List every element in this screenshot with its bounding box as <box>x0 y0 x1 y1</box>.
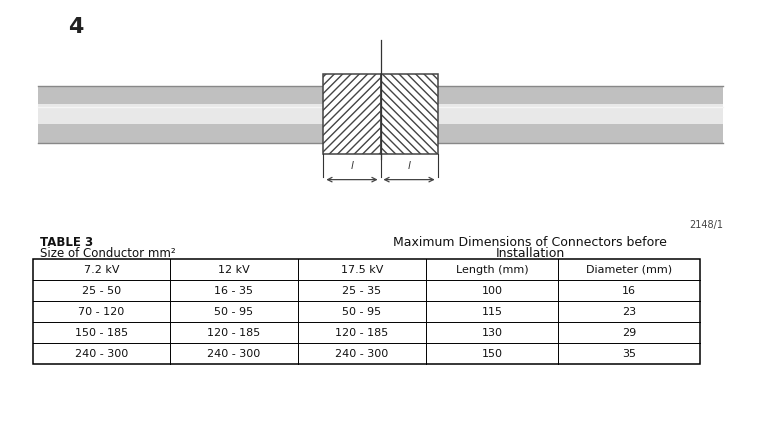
Text: Length (mm): Length (mm) <box>456 265 528 275</box>
Text: Maximum Dimensions of Connectors before: Maximum Dimensions of Connectors before <box>393 236 667 249</box>
Text: 50 - 95: 50 - 95 <box>215 307 253 317</box>
Text: 240 - 300: 240 - 300 <box>208 348 260 359</box>
Text: Installation: Installation <box>495 247 565 260</box>
Text: 240 - 300: 240 - 300 <box>75 348 128 359</box>
Text: 50 - 95: 50 - 95 <box>342 307 381 317</box>
Text: 7.2 kV: 7.2 kV <box>84 265 119 275</box>
Text: 130: 130 <box>482 328 502 337</box>
Text: l: l <box>351 161 353 171</box>
Text: 150 - 185: 150 - 185 <box>75 328 128 337</box>
Bar <box>38 85 323 143</box>
Text: 2148/1: 2148/1 <box>689 220 723 231</box>
Text: 23: 23 <box>622 307 636 317</box>
Bar <box>438 85 723 143</box>
Text: 16: 16 <box>622 286 636 296</box>
Text: 25 - 35: 25 - 35 <box>342 286 381 296</box>
Text: TABLE 3: TABLE 3 <box>40 236 93 249</box>
Text: 29: 29 <box>622 328 636 337</box>
Bar <box>323 73 380 154</box>
Bar <box>380 73 438 154</box>
Text: 35: 35 <box>622 348 636 359</box>
Text: 25 - 50: 25 - 50 <box>82 286 121 296</box>
Text: 120 - 185: 120 - 185 <box>208 328 260 337</box>
Text: 100: 100 <box>482 286 502 296</box>
Bar <box>33 259 700 364</box>
Text: 120 - 185: 120 - 185 <box>336 328 389 337</box>
Text: 12 kV: 12 kV <box>218 265 250 275</box>
Text: 17.5 kV: 17.5 kV <box>341 265 384 275</box>
Text: Diameter (mm): Diameter (mm) <box>586 265 672 275</box>
Bar <box>38 104 323 125</box>
Text: 115: 115 <box>482 307 502 317</box>
Text: 150: 150 <box>482 348 502 359</box>
Text: l: l <box>408 161 410 171</box>
Text: 70 - 120: 70 - 120 <box>78 307 125 317</box>
Text: 4: 4 <box>68 17 84 37</box>
Bar <box>438 104 723 125</box>
Text: 16 - 35: 16 - 35 <box>215 286 253 296</box>
Text: 240 - 300: 240 - 300 <box>336 348 389 359</box>
Text: Size of Conductor mm²: Size of Conductor mm² <box>40 247 176 260</box>
